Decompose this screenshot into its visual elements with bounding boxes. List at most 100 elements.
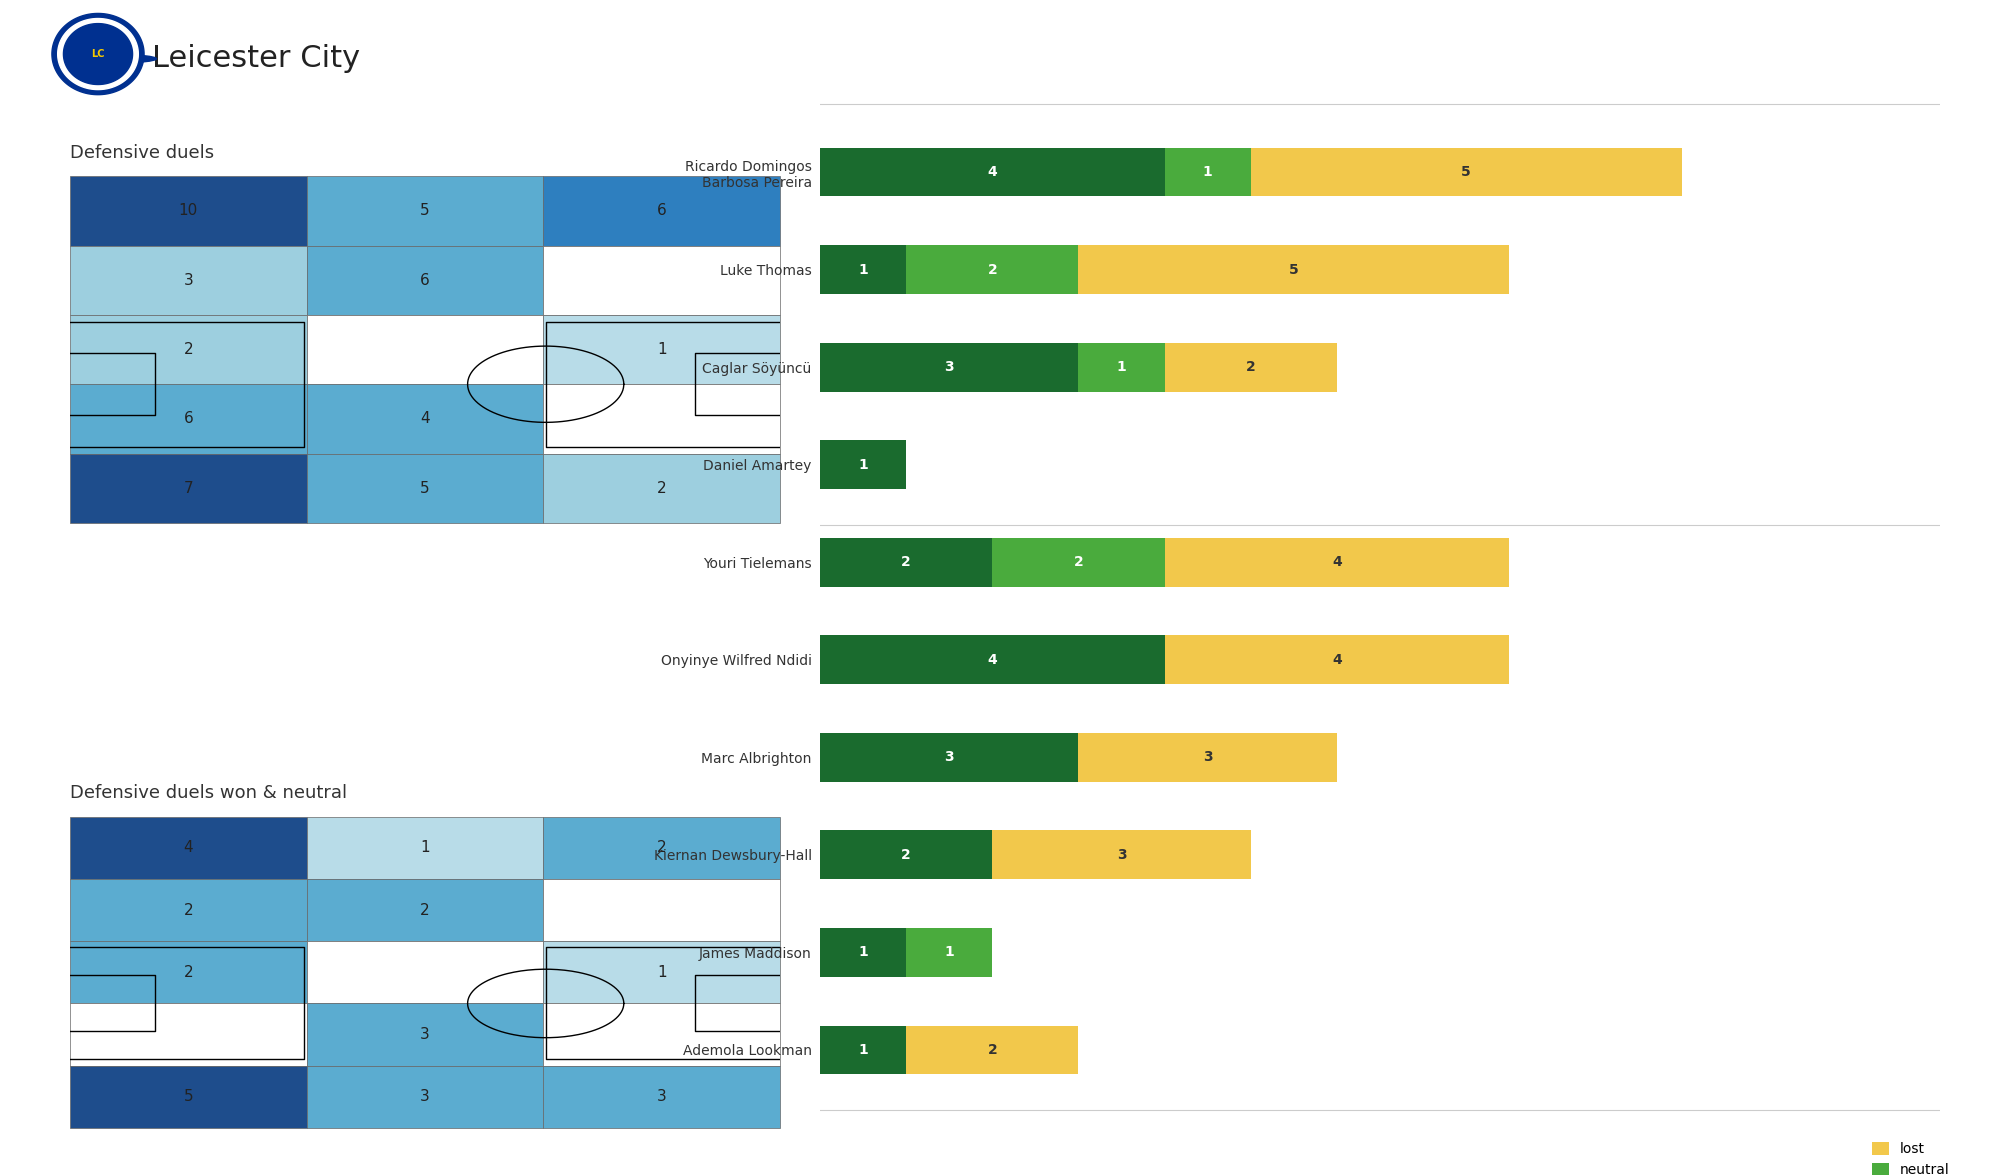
Text: 1: 1: [858, 458, 868, 471]
Text: 1: 1: [656, 965, 666, 980]
Text: Defensive duels won & neutral: Defensive duels won & neutral: [70, 784, 348, 803]
Text: 3: 3: [420, 1027, 430, 1042]
Text: 3: 3: [1116, 848, 1126, 862]
Text: 3: 3: [944, 360, 954, 374]
Text: 2: 2: [988, 262, 998, 276]
Text: 2: 2: [902, 848, 912, 862]
Bar: [1164, 636, 1510, 684]
Bar: [1164, 148, 1250, 196]
Bar: [992, 831, 1250, 879]
Bar: [306, 941, 544, 1003]
Bar: [906, 928, 992, 976]
Bar: [544, 176, 780, 246]
Bar: [906, 246, 1078, 294]
Polygon shape: [52, 13, 144, 95]
Bar: [306, 1066, 544, 1128]
Bar: [70, 315, 306, 384]
Text: 2: 2: [184, 965, 194, 980]
Text: 3: 3: [420, 1089, 430, 1104]
Text: Leicester City: Leicester City: [152, 45, 360, 73]
Bar: [1164, 343, 1336, 391]
Text: Defensive duels: Defensive duels: [70, 143, 214, 162]
Text: 5: 5: [1288, 262, 1298, 276]
Bar: [70, 454, 306, 523]
Bar: [544, 1066, 780, 1128]
Text: 1: 1: [1116, 360, 1126, 374]
Text: 3: 3: [184, 273, 194, 288]
Bar: [820, 148, 1164, 196]
Bar: [1078, 343, 1164, 391]
Bar: [306, 454, 544, 523]
Bar: [544, 454, 780, 523]
Bar: [306, 246, 544, 315]
Bar: [820, 1026, 906, 1074]
Bar: [70, 941, 306, 1003]
Bar: [992, 538, 1164, 586]
Bar: [820, 636, 1164, 684]
Bar: [70, 879, 306, 941]
Bar: [820, 246, 906, 294]
Bar: [544, 384, 780, 454]
Text: 1: 1: [858, 1043, 868, 1058]
Bar: [306, 879, 544, 941]
Bar: [544, 879, 780, 941]
Text: 7: 7: [184, 481, 194, 496]
Text: 1: 1: [858, 946, 868, 960]
Bar: [820, 441, 906, 489]
Text: 4: 4: [420, 411, 430, 427]
Text: 1: 1: [944, 946, 954, 960]
Text: LC: LC: [92, 49, 104, 59]
Bar: [306, 384, 544, 454]
Text: 5: 5: [420, 203, 430, 219]
Text: 6: 6: [184, 411, 194, 427]
Text: 4: 4: [1332, 556, 1342, 569]
Text: 2: 2: [1074, 556, 1084, 569]
Text: 4: 4: [988, 653, 998, 666]
Bar: [544, 941, 780, 1003]
Bar: [820, 538, 992, 586]
Text: 4: 4: [988, 165, 998, 179]
Text: 2: 2: [184, 902, 194, 918]
Text: 2: 2: [656, 840, 666, 855]
Legend: lost, neutral, won: lost, neutral, won: [1866, 1136, 1956, 1175]
Bar: [820, 831, 992, 879]
Text: 3: 3: [1202, 751, 1212, 764]
Text: 1: 1: [858, 262, 868, 276]
Text: 1: 1: [1202, 165, 1212, 179]
Bar: [544, 315, 780, 384]
Text: 5: 5: [184, 1089, 194, 1104]
Text: 4: 4: [1332, 653, 1342, 666]
Bar: [820, 733, 1078, 781]
Text: 3: 3: [656, 1089, 666, 1104]
Bar: [1250, 148, 1682, 196]
Text: 1: 1: [420, 840, 430, 855]
Bar: [544, 817, 780, 879]
Bar: [1078, 733, 1336, 781]
Bar: [70, 246, 306, 315]
Bar: [820, 343, 1078, 391]
Text: 10: 10: [178, 203, 198, 219]
Bar: [70, 176, 306, 246]
Text: 3: 3: [944, 751, 954, 764]
Text: 2: 2: [184, 342, 194, 357]
Bar: [1164, 538, 1510, 586]
Polygon shape: [58, 19, 138, 89]
Bar: [820, 928, 906, 976]
Text: 4: 4: [184, 840, 194, 855]
Bar: [306, 176, 544, 246]
Text: 6: 6: [656, 203, 666, 219]
Bar: [306, 1003, 544, 1066]
Bar: [70, 817, 306, 879]
Bar: [306, 817, 544, 879]
Bar: [70, 1066, 306, 1128]
Bar: [70, 384, 306, 454]
Text: 6: 6: [420, 273, 430, 288]
Text: 1: 1: [656, 342, 666, 357]
Text: 5: 5: [1462, 165, 1472, 179]
Text: 2: 2: [1246, 360, 1256, 374]
Bar: [544, 246, 780, 315]
Text: 2: 2: [902, 556, 912, 569]
Bar: [306, 315, 544, 384]
Bar: [1078, 246, 1510, 294]
Bar: [544, 1003, 780, 1066]
